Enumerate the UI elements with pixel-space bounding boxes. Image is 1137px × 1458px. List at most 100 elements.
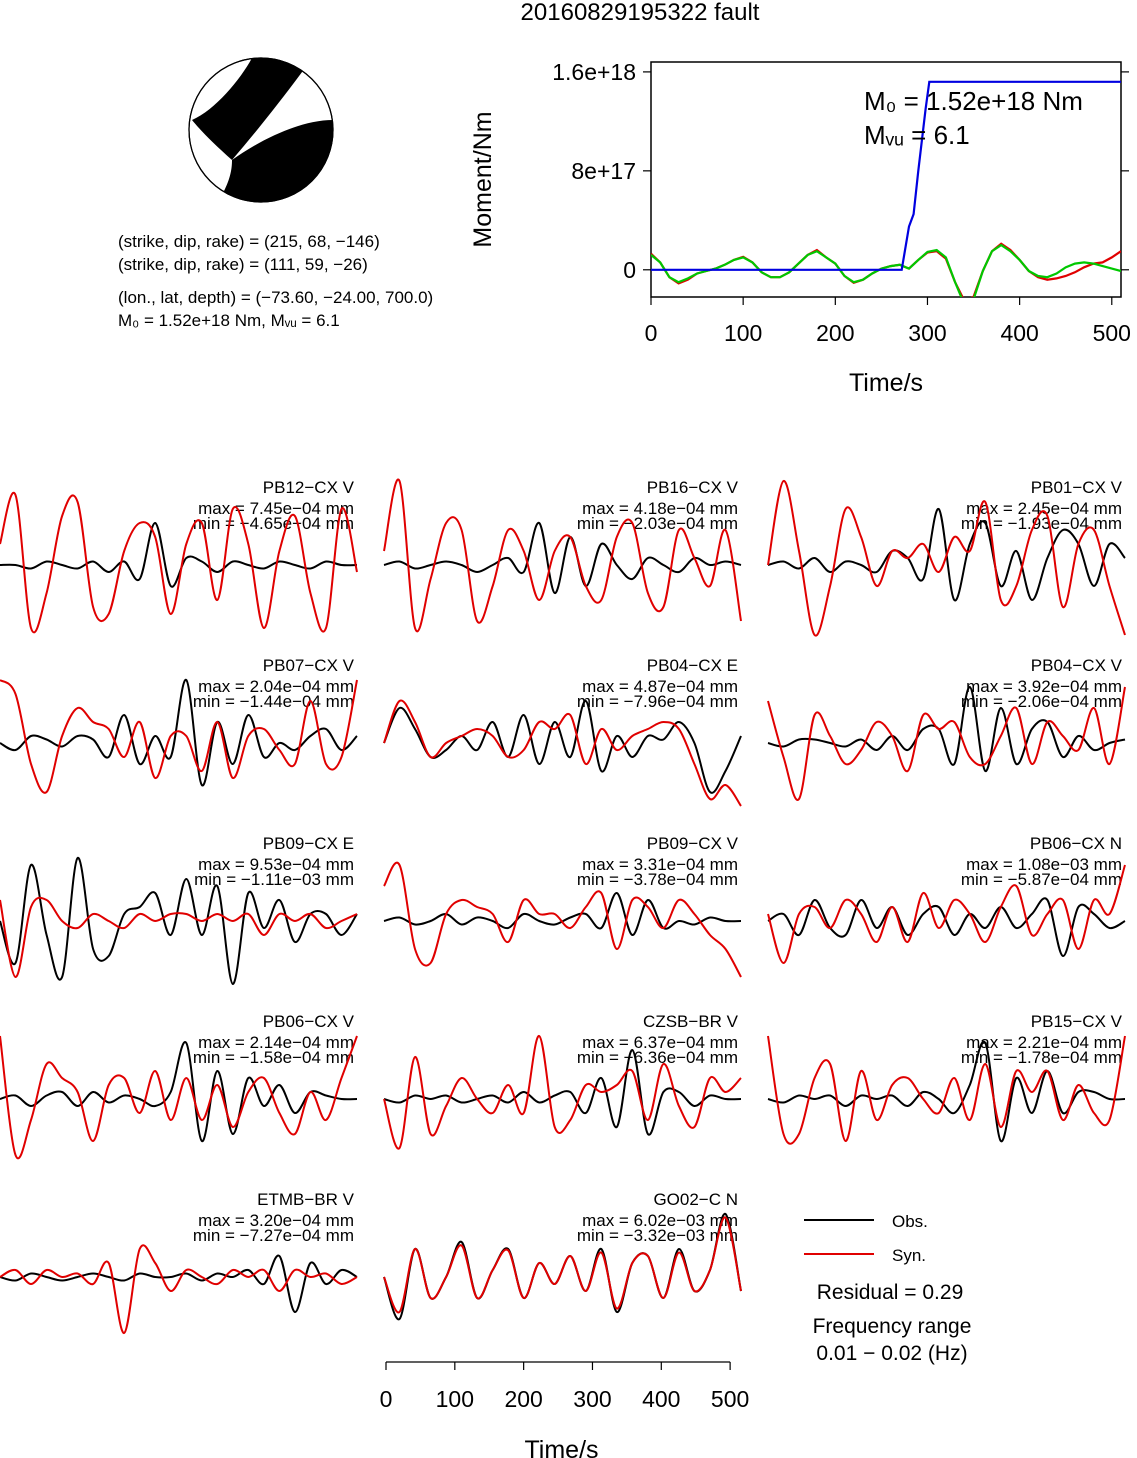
- obs-trace: [383, 891, 742, 937]
- syn-trace: [0, 679, 358, 794]
- syn-trace: [0, 1244, 358, 1335]
- x-tick-label: 500: [1093, 320, 1131, 346]
- syn-trace: [383, 699, 742, 807]
- min-label: min = −3.78e−04 mm: [577, 870, 738, 889]
- legend-residual: Residual = 0.29: [817, 1281, 964, 1304]
- obs-trace: [0, 521, 358, 588]
- obs-trace: [383, 521, 742, 595]
- max-label: max = 3.92e−04 mm: [966, 677, 1122, 696]
- syn-trace: [0, 491, 358, 634]
- station-label: PB07−CX V: [263, 656, 355, 675]
- annotation-m0: M₀ = 1.52e+18 Nm: [864, 86, 1083, 116]
- beachball: [188, 57, 334, 203]
- x-tick-label: 100: [724, 320, 762, 346]
- legend-frequency-value: 0.01 − 0.02 (Hz): [816, 1342, 967, 1365]
- max-label: max = 1.08e−03 mm: [966, 855, 1122, 874]
- station-label: PB12−CX V: [263, 478, 355, 497]
- station-label: PB01−CX V: [1031, 478, 1123, 497]
- station-label: PB04−CX E: [647, 656, 738, 675]
- x-tick-label: 200: [816, 320, 854, 346]
- series-line-1: [651, 243, 1121, 297]
- y-tick-label: 0: [623, 257, 636, 283]
- min-label: min = −2.03e−04 mm: [577, 514, 738, 533]
- syn-trace: [0, 896, 358, 979]
- syn-trace: [383, 1034, 742, 1150]
- obs-trace: [767, 1040, 1126, 1143]
- legend: Obs. Syn. Residual = 0.29 Frequency rang…: [804, 1212, 971, 1365]
- moment-plot-frame: [650, 61, 1122, 298]
- syn-trace: [383, 478, 742, 633]
- station-label: PB09−CX E: [263, 834, 354, 853]
- syn-trace: [767, 864, 1126, 965]
- min-label: min = −1.78e−04 mm: [961, 1048, 1122, 1067]
- time-tick-label: 0: [380, 1386, 393, 1412]
- min-label: min = −1.11e−03 mm: [194, 870, 354, 889]
- max-label: max = 2.45e−04 mm: [966, 499, 1122, 518]
- station-label: PB06−CX V: [263, 1012, 355, 1031]
- min-label: min = −5.87e−04 mm: [961, 870, 1122, 889]
- y-tick-label: 8e+17: [571, 158, 636, 184]
- max-label: max = 7.45e−04 mm: [198, 499, 354, 518]
- figure-title: 20160829195322 fault: [521, 0, 760, 26]
- station-label: PB04−CX V: [1031, 656, 1123, 675]
- min-label: min = −3.32e−03 mm: [577, 1226, 738, 1245]
- y-axis-label: Moment/Nm: [469, 111, 497, 247]
- source-info-line3: (lon., lat, depth) = (−73.60, −24.00, 70…: [118, 288, 433, 307]
- min-label: min = −2.06e−04 mm: [961, 692, 1122, 711]
- time-tick-label: 100: [436, 1386, 474, 1412]
- time-tick-label: 500: [711, 1386, 749, 1412]
- x-tick-label: 0: [645, 320, 658, 346]
- series-line-0: [651, 80, 1121, 271]
- annotation-mw: Mᵥᵤ = 6.1: [864, 120, 970, 150]
- obs-trace: [383, 699, 742, 794]
- max-label: max = 2.14e−04 mm: [198, 1033, 354, 1052]
- min-label: min = −1.58e−04 mm: [193, 1048, 354, 1067]
- waveform-time-axis: 0 100 200 300 400 500 Time/s: [380, 1361, 749, 1458]
- station-label: GO02−C N: [653, 1190, 738, 1209]
- source-info-line1: (strike, dip, rake) = (215, 68, −146): [118, 232, 380, 251]
- min-label: min = −1.44e−04 mm: [193, 692, 354, 711]
- station-label: PB16−CX V: [647, 478, 739, 497]
- syn-trace: [767, 1035, 1126, 1145]
- max-label: max = 4.87e−04 mm: [582, 677, 738, 696]
- obs-trace: [0, 1254, 358, 1314]
- station-label: CZSB−BR V: [643, 1012, 739, 1031]
- max-label: max = 9.53e−04 mm: [198, 855, 354, 874]
- min-label: min = −7.27e−04 mm: [193, 1226, 354, 1245]
- min-label: min = −7.96e−04 mm: [577, 692, 738, 711]
- obs-trace: [0, 856, 358, 986]
- max-label: max = 6.37e−04 mm: [582, 1033, 738, 1052]
- moment-function-plot: 0 100 200 300 400 500 0 8e+17 1.6e+18 Time/s Momen…: [469, 59, 1131, 397]
- source-info-line4: M₀ = 1.52e+18 Nm, Mᵥᵤ = 6.1: [118, 311, 340, 330]
- syn-trace: [0, 1035, 358, 1159]
- y-tick-label: 1.6e+18: [552, 59, 636, 85]
- min-label: min = −4.65e−04 mm: [193, 514, 354, 533]
- min-label: min = −6.36e−04 mm: [577, 1048, 738, 1067]
- max-label: max = 2.04e−04 mm: [198, 677, 354, 696]
- max-label: max = 6.02e−03 mm: [582, 1211, 738, 1230]
- station-label: PB06−CX N: [1030, 834, 1122, 853]
- legend-frequency-title: Frequency range: [813, 1315, 972, 1338]
- x-axis-label: Time/s: [849, 369, 923, 397]
- syn-trace: [767, 479, 1126, 637]
- max-label: max = 3.20e−04 mm: [198, 1211, 354, 1230]
- x-tick-label: 300: [908, 320, 946, 346]
- max-label: max = 2.21e−04 mm: [966, 1033, 1122, 1052]
- syn-trace: [383, 861, 742, 978]
- syn-trace: [767, 686, 1126, 801]
